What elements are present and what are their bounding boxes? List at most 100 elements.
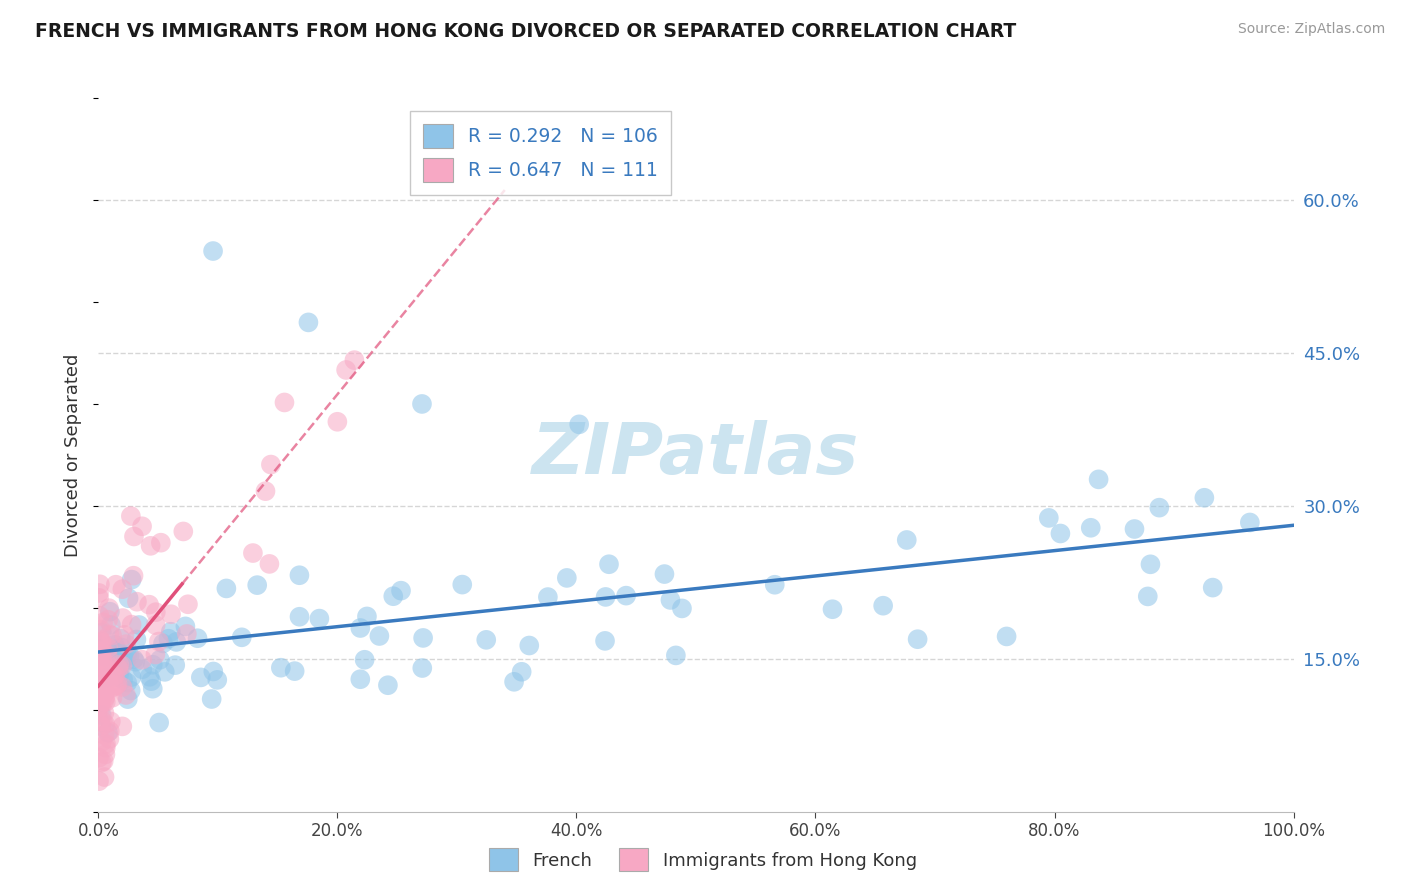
- Point: [110, 640, 132, 655]
- Point: [149, 535, 172, 549]
- Point: [112, 651, 135, 665]
- Point: [89, 682, 111, 697]
- Point: [105, 678, 128, 692]
- Point: [121, 573, 143, 587]
- Point: [90, 697, 112, 711]
- Point: [153, 665, 176, 679]
- Point: [98, 724, 121, 739]
- Point: [115, 648, 138, 662]
- Point: [131, 662, 153, 676]
- Point: [93, 681, 115, 695]
- Point: [297, 315, 319, 329]
- Point: [98, 731, 121, 746]
- Point: [614, 589, 637, 603]
- Point: [131, 653, 153, 667]
- Point: [87, 634, 110, 648]
- Point: [349, 672, 371, 686]
- Point: [124, 655, 146, 669]
- Point: [1080, 521, 1102, 535]
- Point: [148, 634, 170, 648]
- Point: [145, 605, 167, 619]
- Point: [100, 681, 122, 696]
- Point: [242, 546, 264, 560]
- Point: [335, 363, 357, 377]
- Point: [1087, 472, 1109, 486]
- Point: [90, 735, 112, 749]
- Point: [537, 590, 560, 604]
- Point: [1123, 522, 1146, 536]
- Point: [91, 678, 114, 692]
- Point: [174, 619, 197, 633]
- Point: [159, 624, 181, 639]
- Point: [89, 608, 111, 623]
- Point: [108, 667, 131, 681]
- Point: [98, 670, 121, 684]
- Point: [89, 657, 111, 671]
- Point: [93, 754, 115, 768]
- Point: [103, 667, 125, 681]
- Point: [1049, 526, 1071, 541]
- Point: [94, 737, 117, 751]
- Point: [1149, 500, 1171, 515]
- Y-axis label: Divorced or Separated: Divorced or Separated: [65, 353, 83, 557]
- Point: [96, 657, 118, 672]
- Point: [121, 670, 143, 684]
- Point: [103, 645, 125, 659]
- Point: [139, 539, 162, 553]
- Point: [1136, 590, 1159, 604]
- Point: [90, 635, 112, 649]
- Point: [598, 558, 620, 572]
- Point: [142, 657, 165, 672]
- Text: ZIPatlas: ZIPatlas: [533, 420, 859, 490]
- Point: [654, 567, 676, 582]
- Point: [659, 593, 682, 607]
- Point: [97, 641, 120, 656]
- Point: [87, 700, 110, 714]
- Point: [120, 509, 142, 524]
- Point: [111, 611, 134, 625]
- Point: [87, 699, 110, 714]
- Point: [160, 607, 183, 622]
- Point: [141, 674, 163, 689]
- Point: [90, 673, 112, 687]
- Point: [97, 613, 120, 627]
- Point: [138, 670, 160, 684]
- Point: [343, 353, 366, 368]
- Point: [104, 638, 127, 652]
- Point: [125, 632, 148, 647]
- Point: [97, 648, 120, 663]
- Point: [131, 519, 153, 533]
- Point: [97, 671, 120, 685]
- Point: [821, 602, 844, 616]
- Point: [108, 657, 131, 672]
- Point: [93, 665, 115, 680]
- Point: [326, 415, 349, 429]
- Point: [555, 571, 578, 585]
- Point: [1038, 511, 1060, 525]
- Point: [149, 653, 172, 667]
- Point: [995, 629, 1018, 643]
- Point: [87, 586, 110, 600]
- Point: [246, 578, 269, 592]
- Point: [157, 632, 180, 646]
- Point: [91, 643, 114, 657]
- Point: [907, 632, 929, 647]
- Point: [186, 631, 208, 645]
- Point: [100, 617, 122, 632]
- Point: [89, 666, 111, 681]
- Point: [202, 665, 225, 679]
- Point: [254, 484, 277, 499]
- Point: [288, 568, 311, 582]
- Point: [111, 719, 134, 733]
- Point: [121, 617, 143, 632]
- Point: [215, 582, 238, 596]
- Point: [111, 658, 134, 673]
- Point: [111, 680, 134, 694]
- Point: [89, 691, 111, 706]
- Point: [1239, 516, 1261, 530]
- Point: [568, 417, 591, 432]
- Point: [260, 458, 283, 472]
- Point: [1139, 558, 1161, 572]
- Point: [377, 678, 399, 692]
- Point: [94, 690, 117, 704]
